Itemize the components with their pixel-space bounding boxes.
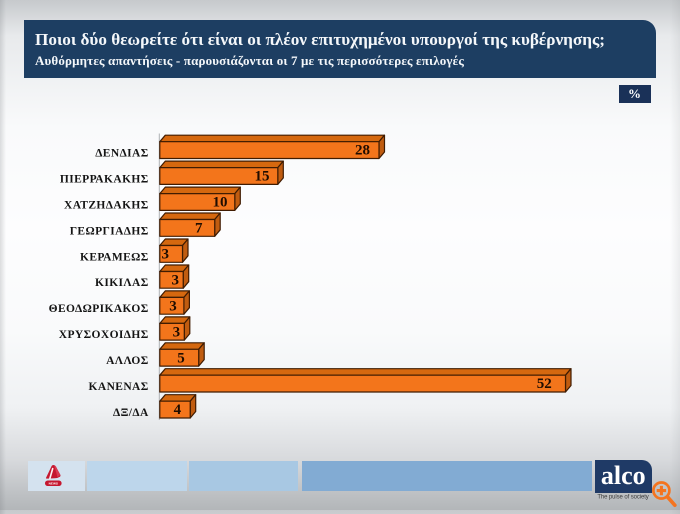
svg-text:ΑΛΛΟΣ: ΑΛΛΟΣ bbox=[106, 355, 149, 367]
svg-text:ΠΙΕΡΡΑΚΑΚΗΣ: ΠΙΕΡΡΑΚΑΚΗΣ bbox=[60, 173, 149, 185]
svg-text:3: 3 bbox=[172, 273, 180, 289]
svg-text:ΧΑΤΖΗΔΑΚΗΣ: ΧΑΤΖΗΔΑΚΗΣ bbox=[64, 199, 149, 211]
svg-text:ΧΡΥΣΟΧΟΙΔΗΣ: ΧΡΥΣΟΧΟΙΔΗΣ bbox=[59, 329, 149, 341]
svg-text:15: 15 bbox=[255, 169, 270, 185]
svg-text:ΔΞ/ΔΑ: ΔΞ/ΔΑ bbox=[113, 407, 149, 419]
svg-text:7: 7 bbox=[195, 221, 203, 237]
svg-text:3: 3 bbox=[161, 247, 169, 263]
svg-text:NEWS: NEWS bbox=[49, 482, 58, 486]
svg-text:ΔΕΝΔΙΑΣ: ΔΕΝΔΙΑΣ bbox=[95, 148, 149, 160]
svg-text:28: 28 bbox=[355, 143, 370, 159]
svg-text:3: 3 bbox=[169, 298, 177, 314]
svg-text:5: 5 bbox=[177, 350, 185, 366]
svg-text:ΚΑΝΕΝΑΣ: ΚΑΝΕΝΑΣ bbox=[89, 381, 149, 393]
svg-text:3: 3 bbox=[173, 324, 181, 340]
svg-text:ΓΕΩΡΓΙΑΔΗΣ: ΓΕΩΡΓΙΑΔΗΣ bbox=[70, 225, 149, 237]
svg-text:4: 4 bbox=[174, 402, 182, 418]
svg-text:ΘΕΟΔΩΡΙΚΑΚΟΣ: ΘΕΟΔΩΡΙΚΑΚΟΣ bbox=[49, 303, 149, 315]
svg-text:ΚΕΡΑΜΕΩΣ: ΚΕΡΑΜΕΩΣ bbox=[80, 251, 149, 263]
svg-text:ΚΙΚΙΛΑΣ: ΚΙΚΙΛΑΣ bbox=[95, 277, 149, 289]
svg-text:10: 10 bbox=[213, 195, 228, 211]
svg-text:52: 52 bbox=[537, 376, 552, 392]
